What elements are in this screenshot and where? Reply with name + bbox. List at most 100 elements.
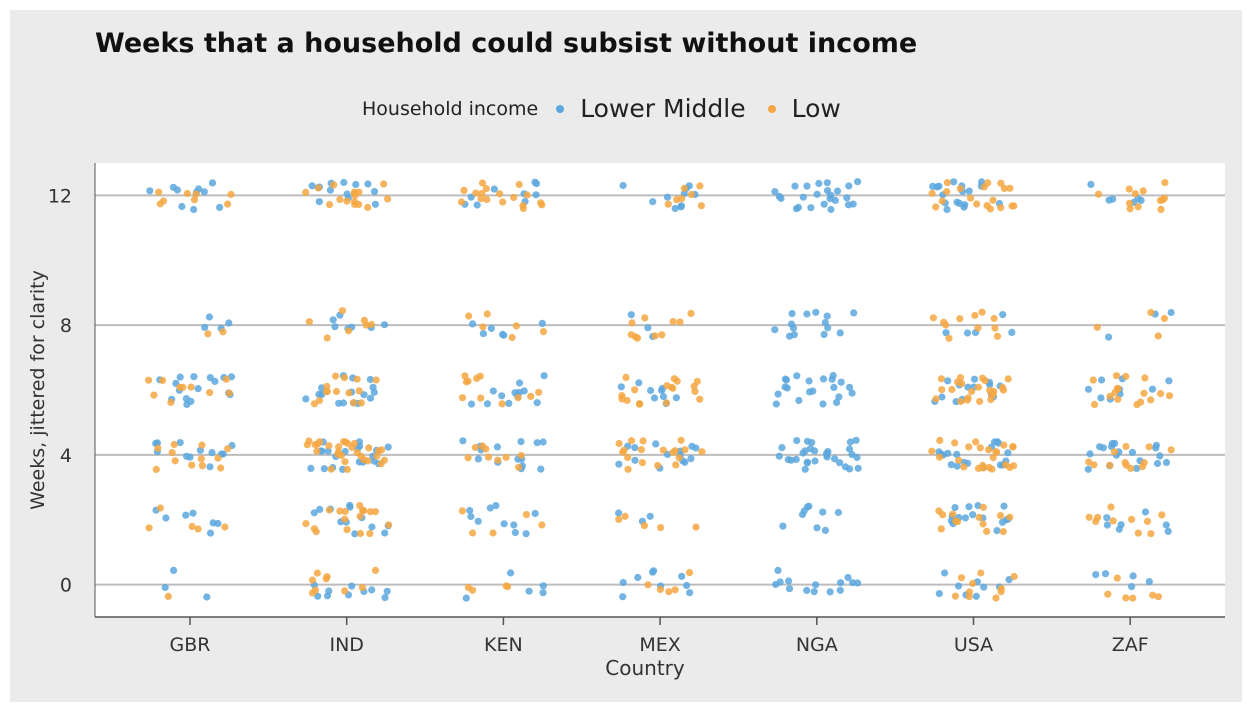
data-point-mex-lower-middle: [659, 393, 668, 401]
data-point-ken-lower-middle: [492, 502, 500, 510]
data-point-ken-lower-middle: [466, 506, 474, 515]
data-point-usa-lower-middle: [961, 514, 970, 522]
data-point-ken-low: [519, 202, 527, 210]
data-point-usa-low: [999, 386, 1008, 394]
data-point-ind-low: [356, 502, 364, 510]
data-point-zaf-lower-middle: [1141, 508, 1150, 516]
data-point-zaf-low: [1137, 398, 1145, 406]
data-point-ken-lower-middle: [537, 465, 545, 473]
data-point-usa-low: [948, 385, 956, 394]
data-point-usa-lower-middle: [998, 518, 1007, 526]
data-point-ind-lower-middle: [302, 395, 310, 403]
data-point-gbr-low: [156, 504, 164, 512]
data-point-usa-low: [956, 185, 964, 193]
data-point-gbr-lower-middle: [216, 203, 224, 211]
legend-title: Household income: [362, 97, 539, 120]
data-point-gbr-lower-middle: [190, 205, 198, 214]
data-point-ken-low: [510, 193, 518, 202]
data-point-usa-low: [949, 510, 957, 518]
data-point-zaf-low: [1165, 392, 1174, 400]
data-point-ind-lower-middle: [315, 198, 323, 206]
data-point-ind-low: [356, 529, 365, 538]
data-point-mex-lower-middle: [617, 383, 625, 391]
data-point-usa-low: [963, 396, 971, 404]
data-point-nga-lower-middle: [833, 187, 842, 195]
data-point-usa-low: [938, 386, 946, 394]
data-point-zaf-low: [1158, 511, 1166, 519]
data-point-ind-low: [332, 372, 340, 380]
data-point-mex-low: [659, 446, 667, 454]
data-point-zaf-low: [1134, 203, 1142, 211]
data-point-ind-low: [341, 587, 349, 595]
data-point-usa-low: [951, 592, 960, 600]
data-point-mex-low: [622, 373, 630, 381]
data-point-gbr-low: [198, 441, 206, 449]
data-point-zaf-lower-middle: [1098, 376, 1106, 384]
data-point-usa-low: [967, 194, 975, 202]
data-point-usa-low: [936, 436, 944, 444]
data-point-nga-lower-middle: [778, 444, 786, 452]
data-point-nga-lower-middle: [805, 377, 813, 385]
data-point-ken-low: [489, 529, 497, 537]
data-point-usa-lower-middle: [950, 178, 958, 186]
data-point-usa-low: [973, 200, 981, 208]
data-point-ind-low: [385, 521, 393, 529]
data-point-ind-low: [364, 203, 372, 211]
data-point-usa-low: [993, 332, 1002, 340]
data-point-usa-low: [1000, 441, 1008, 449]
data-point-ind-low: [343, 526, 351, 534]
data-point-zaf-low: [1157, 205, 1165, 213]
data-point-nga-lower-middle: [811, 447, 819, 455]
data-point-usa-lower-middle: [961, 201, 969, 209]
data-point-ind-lower-middle: [380, 321, 389, 329]
data-point-zaf-low: [1093, 323, 1101, 331]
data-point-zaf-low: [1094, 190, 1103, 198]
data-point-mex-lower-middle: [619, 181, 627, 190]
data-point-mex-low: [671, 586, 679, 594]
data-point-usa-low: [928, 447, 936, 455]
data-point-ken-low: [498, 400, 506, 408]
x-tick-label: USA: [954, 634, 993, 656]
data-point-gbr-low: [194, 525, 202, 533]
data-point-gbr-lower-middle: [190, 373, 198, 381]
data-point-zaf-low: [1140, 459, 1148, 467]
data-point-usa-low: [937, 375, 946, 383]
data-point-gbr-low: [156, 200, 164, 208]
data-point-nga-lower-middle: [812, 308, 820, 316]
data-point-ken-lower-middle: [531, 178, 539, 186]
data-point-nga-lower-middle: [784, 456, 792, 464]
data-point-ken-lower-middle: [510, 521, 518, 529]
data-point-gbr-low: [164, 592, 172, 601]
data-point-zaf-low: [1125, 185, 1133, 193]
data-point-usa-lower-middle: [943, 205, 951, 214]
data-point-nga-lower-middle: [811, 457, 819, 465]
data-point-ken-low: [523, 191, 531, 199]
data-point-nga-lower-middle: [772, 400, 780, 408]
data-point-nga-lower-middle: [820, 330, 828, 339]
data-point-mex-low: [663, 382, 671, 390]
data-point-zaf-low: [1149, 591, 1157, 599]
data-point-ind-lower-middle: [351, 530, 359, 538]
data-point-nga-lower-middle: [803, 458, 812, 466]
data-point-ken-lower-middle: [462, 594, 470, 602]
data-point-ken-low: [508, 333, 516, 342]
data-point-zaf-lower-middle: [1087, 180, 1095, 188]
data-point-usa-low: [932, 395, 940, 403]
data-point-ken-low: [469, 529, 477, 537]
data-point-gbr-lower-middle: [183, 452, 191, 460]
data-point-ken-lower-middle: [459, 437, 467, 445]
data-point-usa-low: [954, 378, 962, 386]
data-point-zaf-lower-middle: [1086, 450, 1094, 458]
data-point-ind-low: [343, 465, 351, 473]
data-point-nga-lower-middle: [826, 588, 834, 596]
data-point-nga-lower-middle: [852, 436, 860, 444]
data-point-usa-low: [932, 203, 940, 211]
data-point-gbr-low: [155, 188, 163, 196]
data-point-mex-low: [631, 386, 639, 394]
data-point-usa-lower-middle: [935, 590, 943, 598]
data-point-nga-lower-middle: [829, 371, 837, 380]
data-point-nga-lower-middle: [775, 452, 783, 460]
data-point-ken-low: [483, 310, 491, 318]
data-point-ind-lower-middle: [315, 390, 323, 398]
data-point-ind-low: [343, 197, 351, 205]
